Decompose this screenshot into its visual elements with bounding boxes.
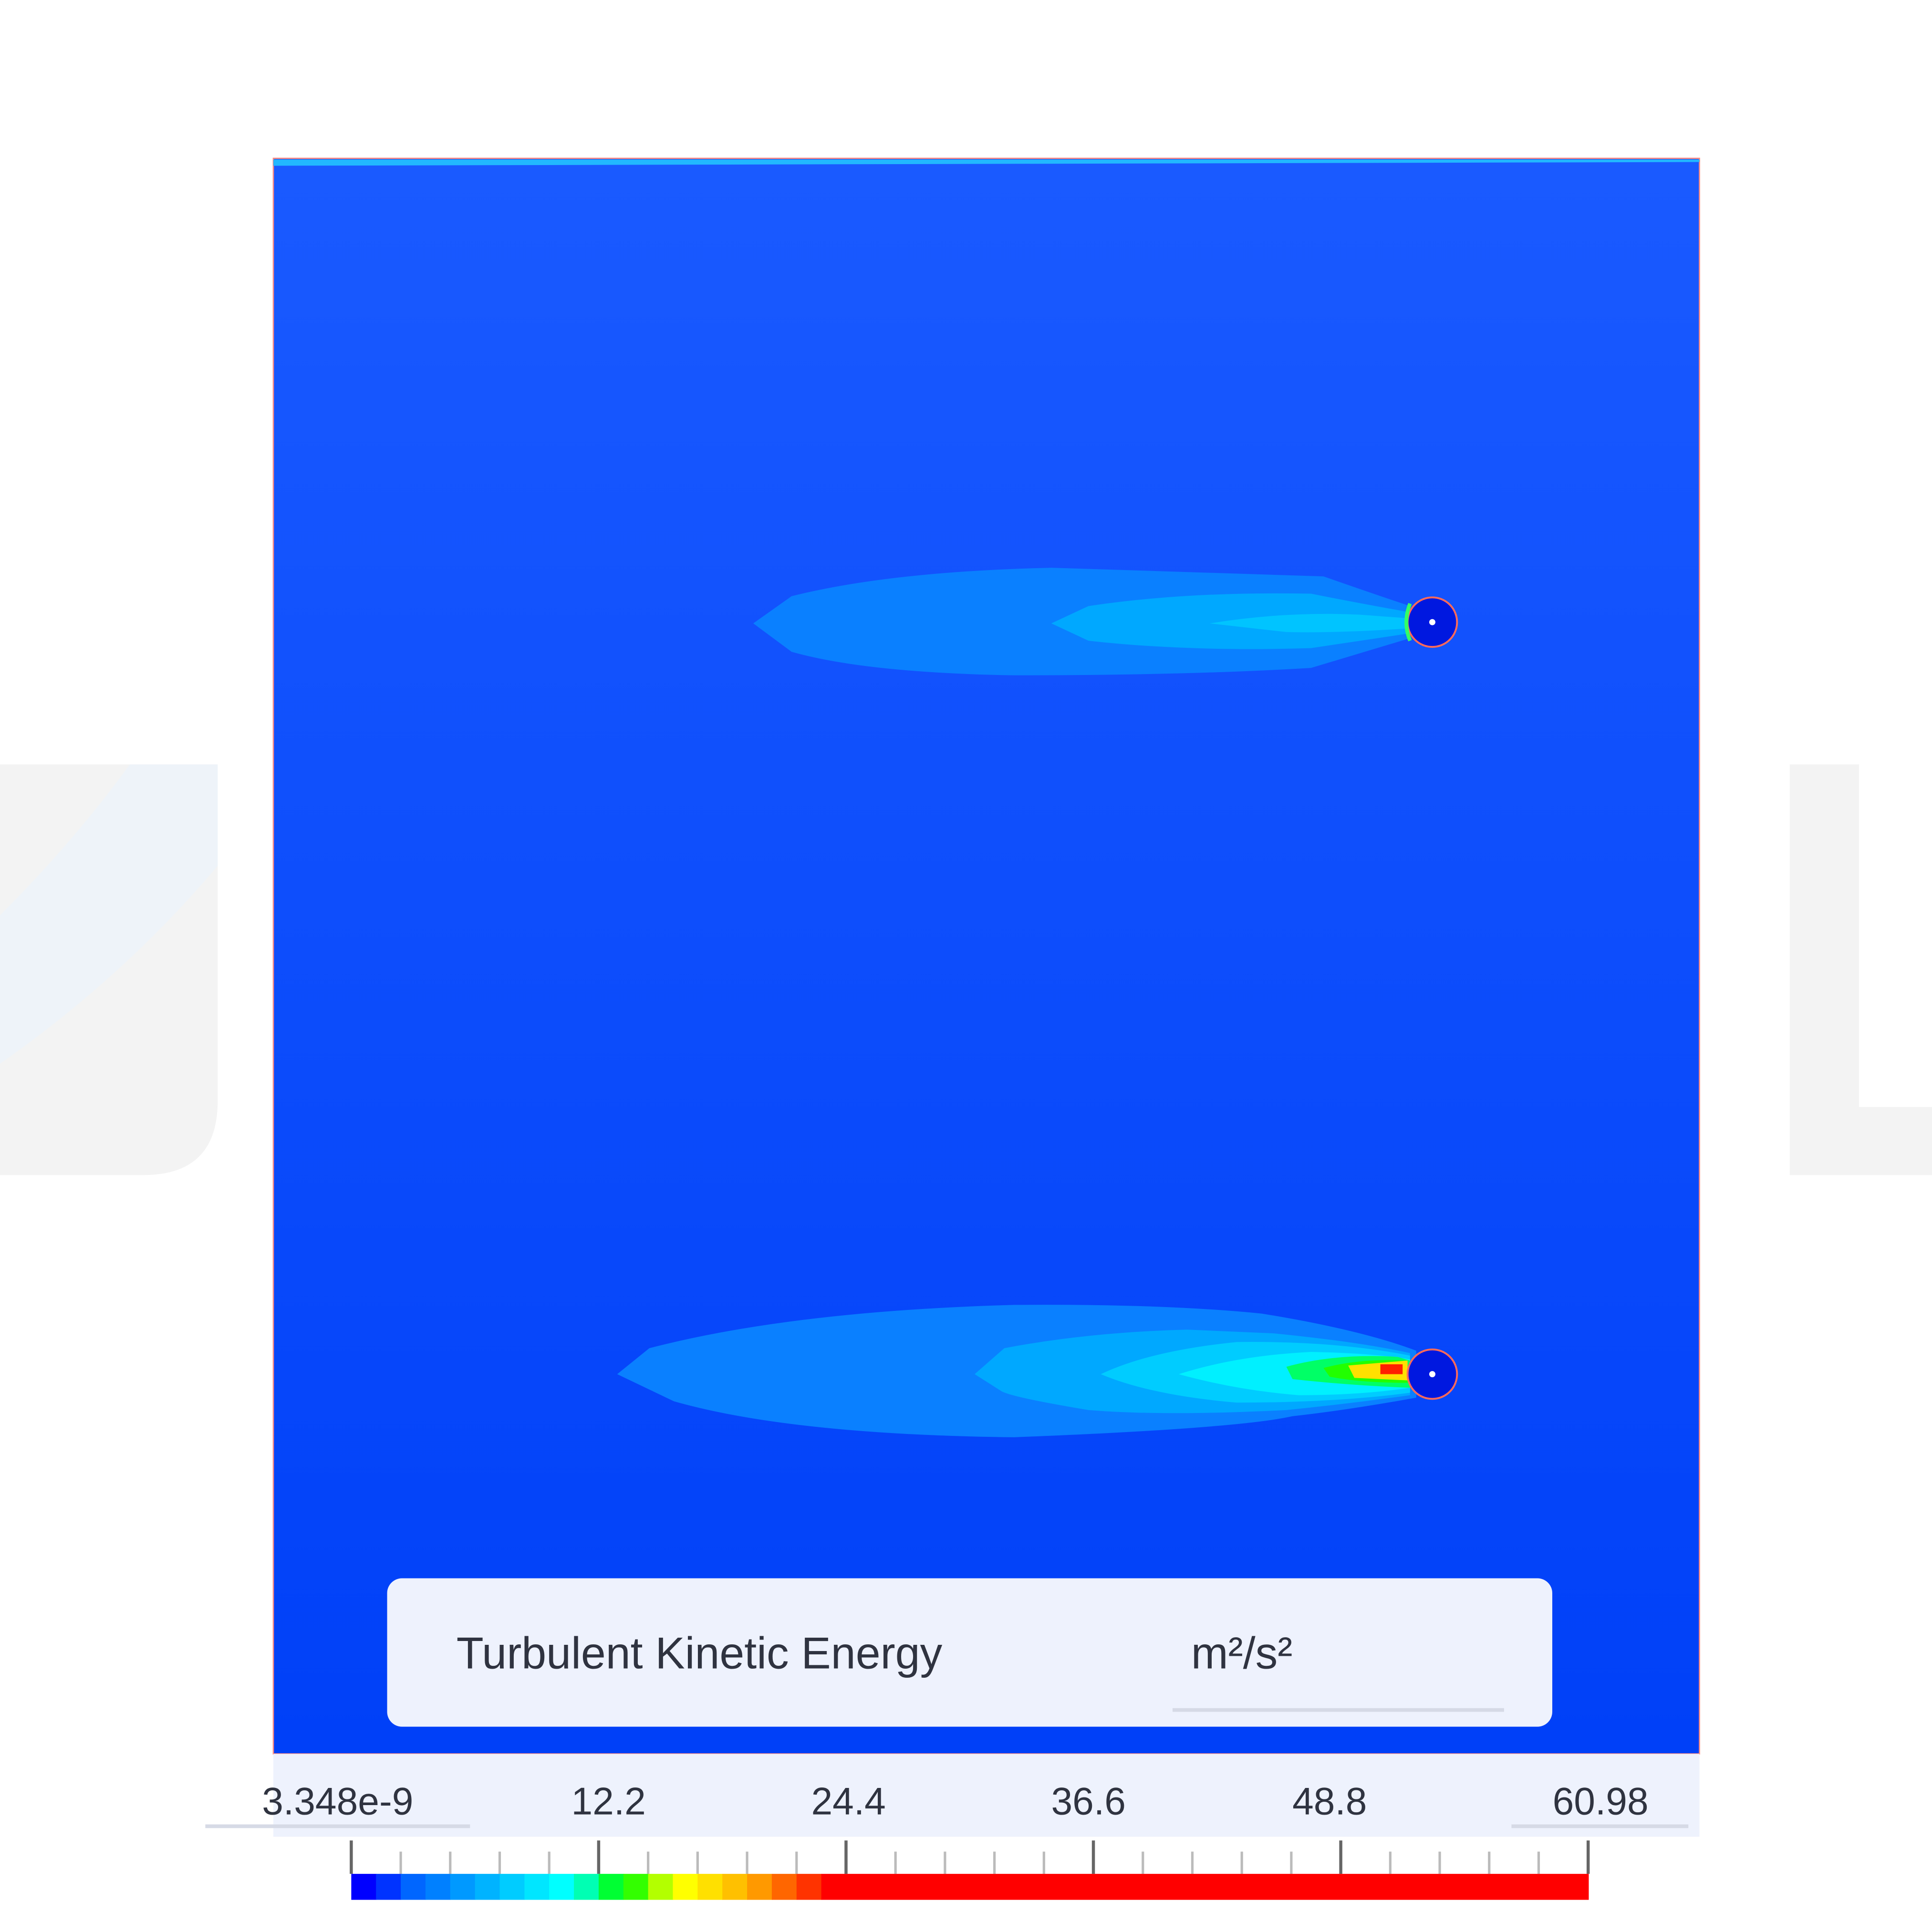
colorbar-segment	[574, 1874, 600, 1900]
colorbar-label-band	[273, 1754, 1700, 1837]
unit-select-underline	[1173, 1708, 1504, 1712]
colorbar-segment	[648, 1874, 674, 1900]
tick-label-max[interactable]: 60.98	[1553, 1780, 1649, 1823]
colorbar-segment	[697, 1874, 723, 1900]
watermark-logo	[0, 764, 1932, 1175]
tick-label: 48.8	[1292, 1780, 1367, 1823]
min-input-underline	[205, 1824, 470, 1828]
colorbar-segment	[673, 1874, 698, 1900]
legend-unit[interactable]: m²/s²	[1191, 1629, 1293, 1678]
colorbar-segment	[796, 1874, 822, 1900]
tick-label-min[interactable]: 3.348e-9	[262, 1780, 413, 1823]
colorbar-segment	[351, 1874, 377, 1900]
colorbar-segment	[499, 1874, 525, 1900]
max-input-underline	[1511, 1824, 1689, 1828]
wake-lower	[617, 1305, 1458, 1437]
top-boundary-layer	[273, 159, 1700, 166]
colorbar-segment	[376, 1874, 402, 1900]
colorbar-segment	[722, 1874, 748, 1900]
tick-label: 24.4	[811, 1780, 885, 1823]
colorbar-segment	[524, 1874, 550, 1900]
colorbar-segment	[747, 1874, 773, 1900]
legend-title: Turbulent Kinetic Energy	[457, 1629, 943, 1678]
legend-panel: Turbulent Kinetic Energy m²/s²	[387, 1578, 1553, 1727]
colorbar	[351, 1874, 1589, 1900]
simulation-domain	[272, 157, 1700, 1755]
colorbar-segment	[450, 1874, 476, 1900]
colorbar-segment	[475, 1874, 500, 1900]
colorbar-ticks	[350, 1840, 1590, 1874]
colorbar-segment	[401, 1874, 426, 1900]
colorbar-segment	[598, 1874, 624, 1900]
colorbar-tick-labels: 3.348e-9 12.2 24.4 36.6 48.8 60.98	[262, 1780, 1648, 1823]
colorbar-segment	[549, 1874, 575, 1900]
tick-label: 12.2	[571, 1780, 645, 1823]
colorbar-segment	[771, 1874, 798, 1900]
colorbar-segment	[623, 1874, 649, 1900]
wake-upper	[753, 568, 1458, 675]
colorbar-segment	[821, 1874, 1589, 1900]
tick-label: 36.6	[1051, 1780, 1125, 1823]
colorbar-segment	[425, 1874, 451, 1900]
